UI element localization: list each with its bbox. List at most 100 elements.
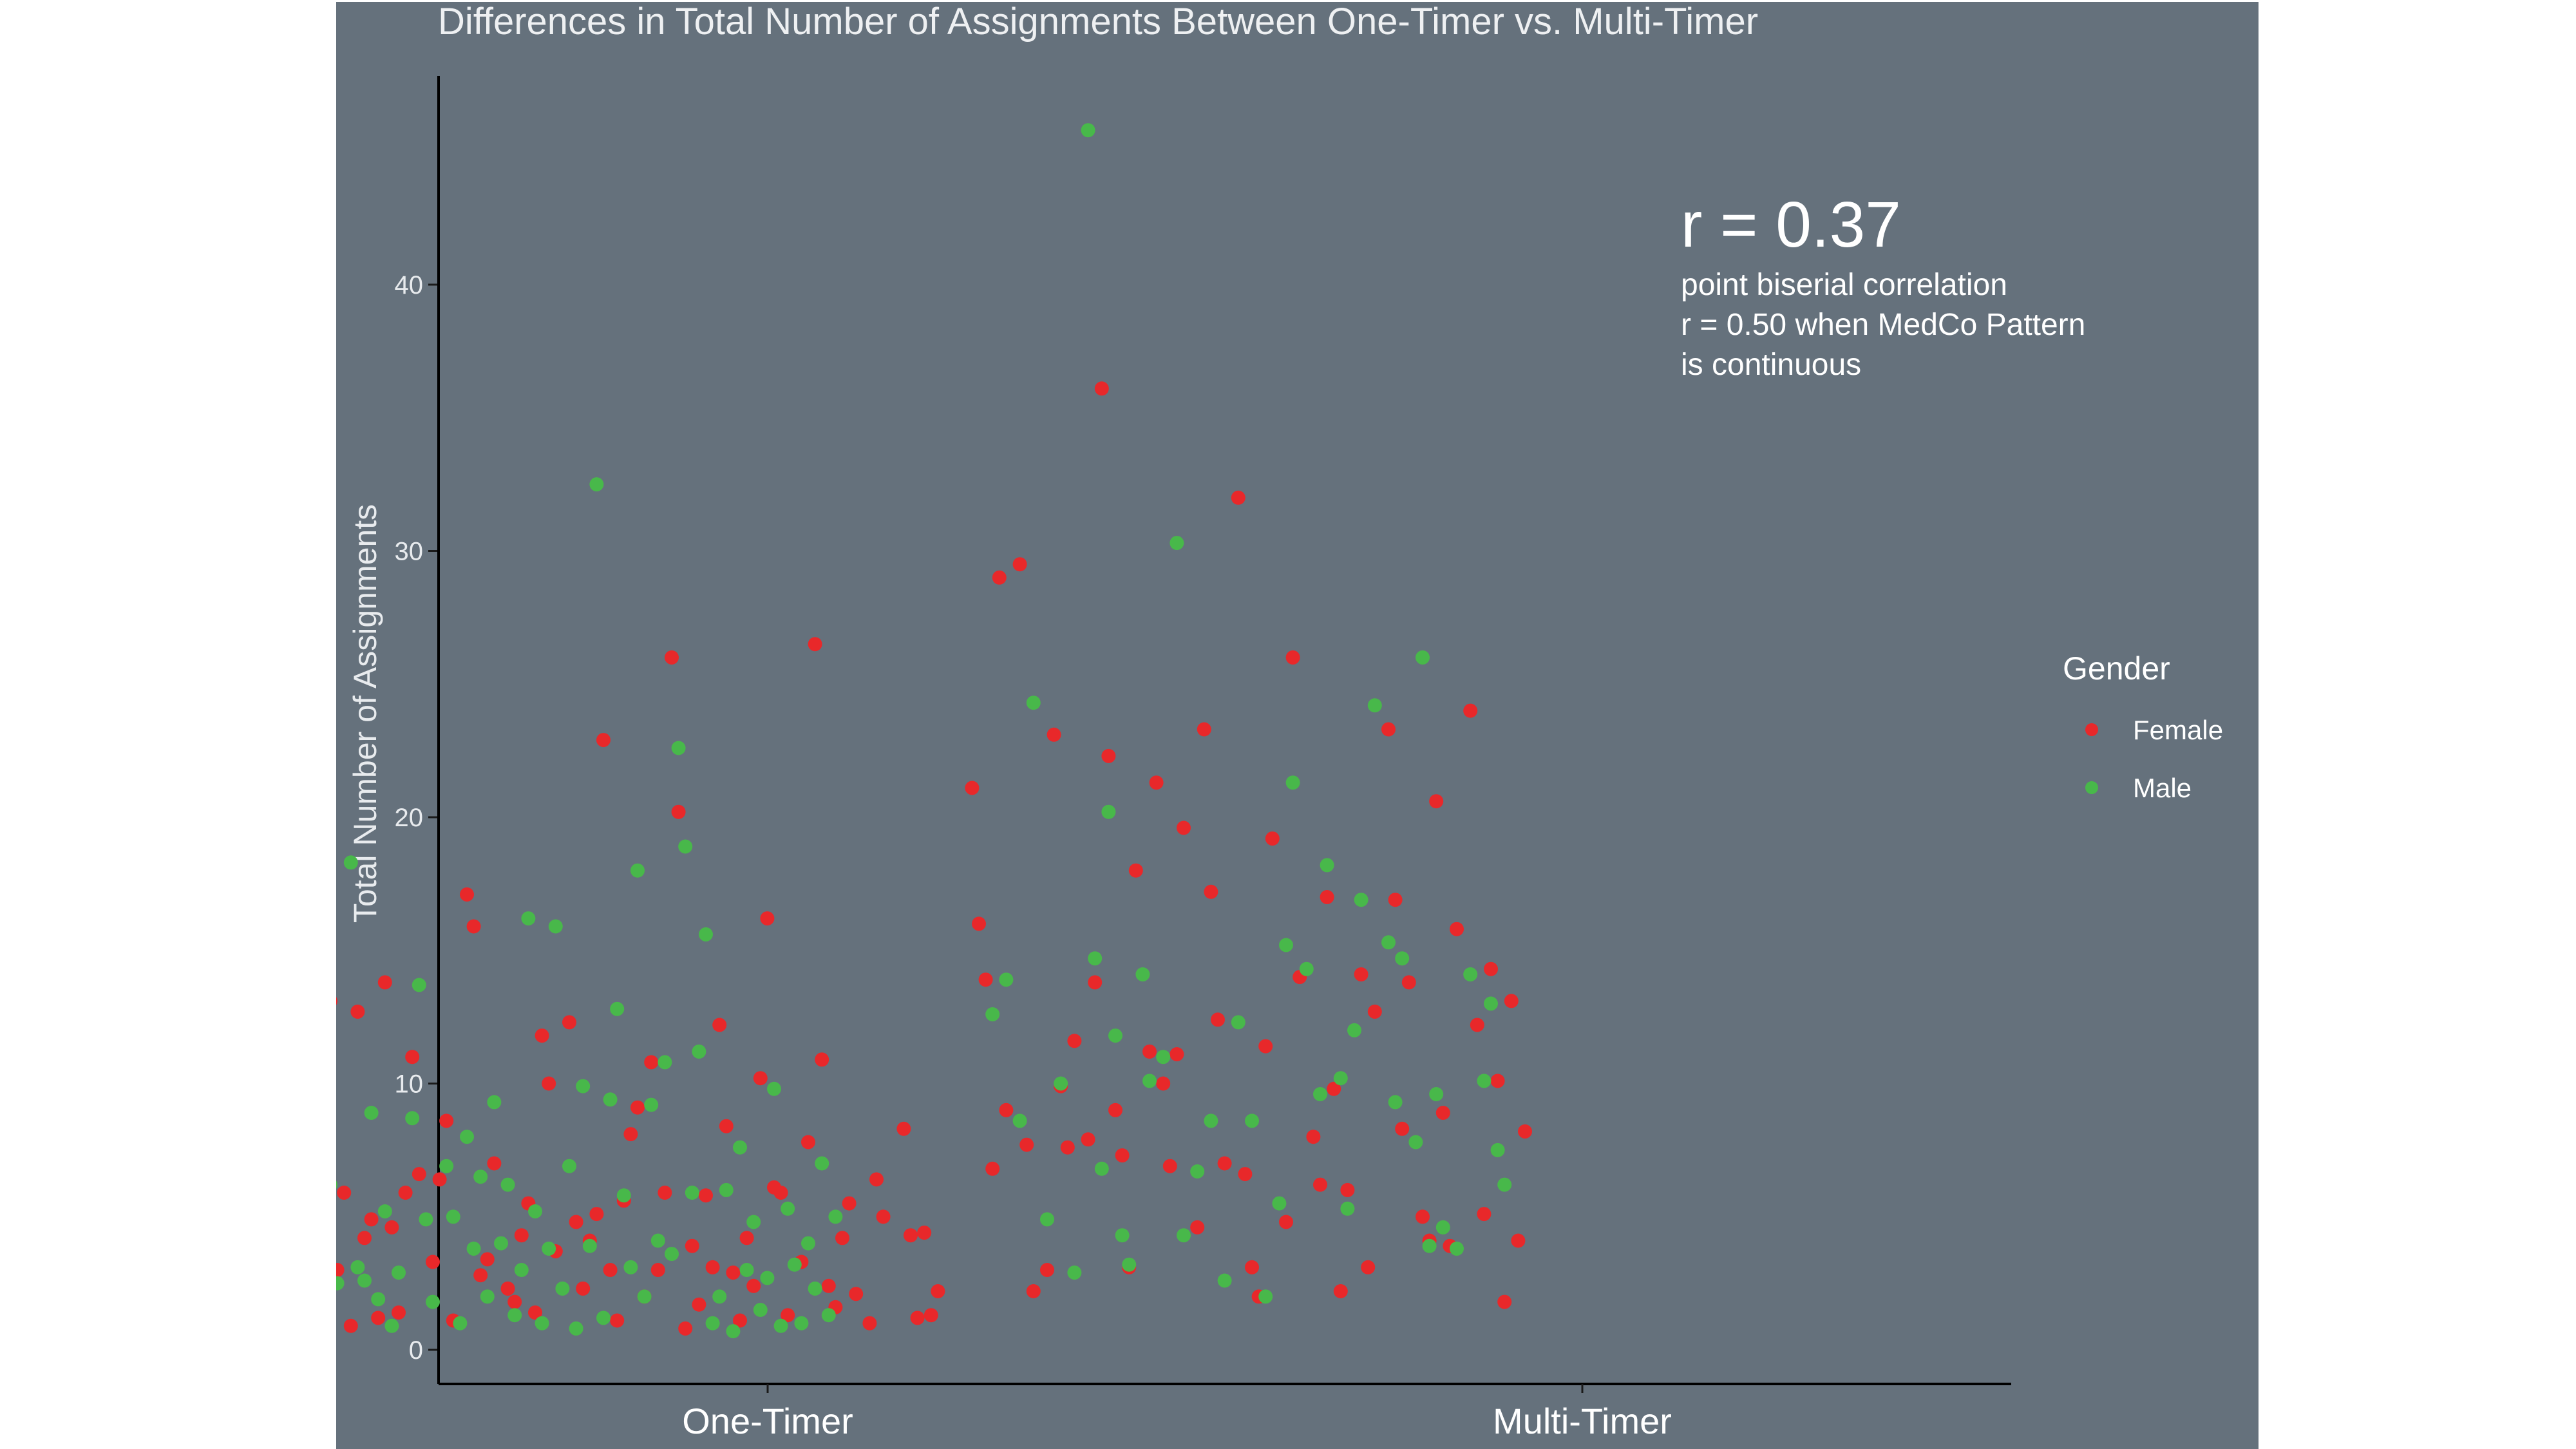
point-male [1142,1074,1157,1088]
point-male [487,1095,502,1110]
point-female [562,1015,576,1030]
point-female [337,1186,352,1200]
point-female [364,1212,379,1227]
point-male [787,1257,802,1272]
point-male [603,1092,618,1107]
point-male [384,1318,399,1333]
point-female [535,1028,549,1043]
point-male [808,1281,822,1296]
point-male [562,1159,576,1173]
point-female [384,1220,399,1235]
point-male [1231,1015,1245,1030]
point-female [1429,794,1444,809]
point-female [473,1268,488,1283]
point-female [371,1311,386,1325]
point-female [849,1287,864,1302]
point-male [1245,1113,1259,1128]
y-tick-label: 0 [409,1336,423,1365]
point-female [1060,1140,1075,1155]
point-male [1156,1050,1171,1065]
point-female [808,637,822,652]
point-female [1108,1103,1122,1117]
point-female [487,1156,502,1171]
point-male [1285,775,1300,790]
point-female [1504,994,1519,1009]
point-female [910,1311,925,1325]
point-male [781,1201,795,1216]
point-female [336,996,337,1005]
point-female [1142,1044,1157,1059]
point-female [610,1313,625,1328]
point-female [965,781,980,795]
point-female [398,1186,413,1200]
point-male [548,919,563,934]
point-female [726,1265,741,1280]
point-male [1081,123,1095,138]
point-female [1238,1167,1253,1182]
point-male [364,1106,379,1120]
y-axis-ticks: 0 10 20 30 40 [395,271,439,1365]
point-female [1435,1106,1450,1120]
point-female [1490,1074,1505,1088]
point-male [1177,1228,1191,1243]
point-female [507,1294,522,1309]
point-female [405,1050,420,1065]
point-female [917,1226,932,1240]
point-male [705,1316,720,1331]
point-male [1040,1212,1054,1227]
point-male [1484,996,1498,1011]
point-female [1211,1012,1225,1027]
point-female [596,733,611,748]
data-points [336,123,1532,1339]
point-female [650,1263,665,1277]
point-female [603,1263,618,1277]
point-male [1429,1087,1444,1101]
point-female [781,1308,795,1323]
point-male [630,863,645,878]
point-male [426,1294,440,1309]
point-male [514,1263,529,1277]
point-female [1258,1039,1273,1054]
point-male [569,1321,583,1336]
point-female [1231,490,1245,505]
point-male [616,1188,631,1203]
y-tick-label: 20 [395,804,424,832]
point-female [876,1209,891,1224]
point-male [610,1001,625,1016]
point-female [1518,1124,1532,1139]
point-female [1217,1156,1232,1171]
point-female [343,1318,358,1333]
legend: Gender Female Male [2063,650,2223,803]
point-female [739,1231,754,1245]
point-male [699,927,713,942]
point-female [1497,1294,1512,1309]
point-female [678,1321,693,1336]
point-male [773,1318,788,1333]
annotation-r-value: r = 0.37 [1681,189,1901,261]
point-male [1340,1201,1355,1216]
point-male [767,1081,781,1096]
point-male [466,1241,481,1256]
scatter-chart: Differences in Total Number of Assignmen… [336,2,2223,1441]
point-female [1416,1209,1430,1224]
point-male [1367,698,1382,713]
point-male [671,741,686,755]
point-female [1367,1004,1382,1019]
point-female [1170,1047,1184,1061]
point-female [1081,1132,1095,1147]
point-female [658,1186,672,1200]
point-male [692,1044,706,1059]
point-male [473,1170,488,1184]
point-male [336,1276,345,1291]
chart-panel: Differences in Total Number of Assignmen… [336,2,2259,1449]
point-male [1299,961,1314,976]
point-female [712,1018,727,1032]
y-tick-label: 30 [395,538,424,566]
point-male [1088,951,1103,966]
point-male [685,1186,699,1200]
point-male [419,1212,433,1227]
point-female [1395,1121,1410,1136]
point-male [1012,1113,1027,1128]
point-male [1395,951,1410,966]
point-female [426,1255,440,1269]
